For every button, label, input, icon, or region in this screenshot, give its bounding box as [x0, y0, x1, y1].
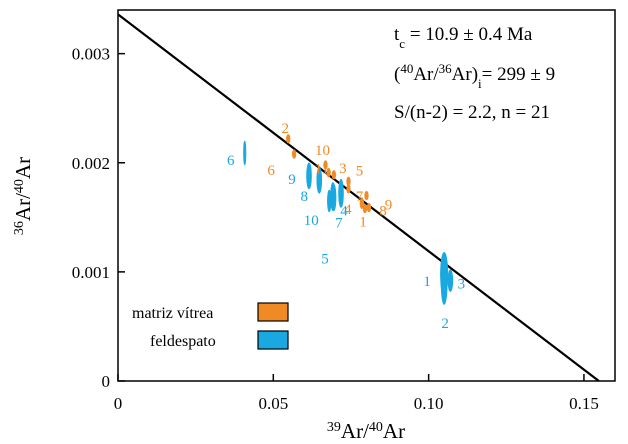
glass-point-label: 6: [267, 163, 275, 179]
glass-point-label: 10: [315, 143, 330, 159]
feldspar-error-ellipse: [331, 184, 337, 212]
isochron-line: [118, 13, 600, 381]
feldspar-point-label: 1: [423, 274, 431, 290]
legend-label-glass: matriz vítrea: [132, 305, 213, 322]
initial-ratio-annotation: (40Ar/36Ar)i= 299 ± 9: [394, 61, 555, 91]
y-tick-label: 0.002: [72, 154, 110, 173]
legend: matriz vítrea feldespato: [132, 302, 289, 350]
y-axis-label: 36Ar/40Ar: [11, 157, 35, 235]
feldspar-point-label: 9: [288, 172, 296, 188]
glass-error-ellipse: [326, 167, 331, 178]
glass-error-ellipse: [364, 190, 369, 201]
legend-label-feldspar: feldespato: [150, 333, 216, 350]
feldspar-error-ellipse: [316, 166, 323, 194]
glass-point-label: 11: [314, 162, 328, 178]
glass-error-ellipse: [346, 184, 351, 194]
glass-error-ellipse: [366, 202, 372, 213]
glass-error-ellipse: [323, 160, 328, 170]
feldspar-error-ellipse: [306, 162, 312, 190]
y-tick-label: 0: [102, 372, 111, 391]
fit-annotation: S/(n-2) = 2.2, n = 21: [394, 102, 550, 123]
feldspar-point-label: 8: [301, 189, 309, 205]
age-annotation: tc = 10.9 ± 0.4 Ma: [394, 24, 533, 51]
feldspar-error-ellipse: [447, 269, 454, 292]
glass-point-label: 7: [356, 189, 364, 205]
y-tick-label: 0.003: [72, 45, 110, 64]
feldspar-error-ellipse: [440, 260, 448, 305]
glass-point-label: 9: [385, 198, 393, 214]
feldspar-error-ellipse: [338, 178, 344, 208]
glass-point-label: 4: [344, 202, 352, 218]
glass-error-ellipse: [359, 197, 365, 209]
glass-error-ellipse: [291, 149, 297, 159]
feldspar-point-label: 4: [340, 203, 348, 219]
glass-point-label: 2: [281, 121, 289, 137]
x-axis: 0 0.05 0.10 0.15: [114, 374, 599, 413]
glass-point-label: 8: [379, 204, 387, 220]
feldspar-error-ellipse: [243, 140, 247, 166]
feldspar-point-label: 5: [321, 252, 329, 268]
y-axis: 0 0.001 0.002 0.003: [72, 45, 125, 391]
feldspar-error-ellipse: [327, 189, 332, 213]
x-tick-label: 0.05: [258, 394, 288, 413]
x-axis-label: 39Ar/40Ar: [327, 419, 405, 443]
glass-error-ellipse: [362, 203, 368, 214]
feldspar-point-label: 2: [441, 316, 449, 332]
feldspar-point-label: 7: [335, 216, 343, 232]
legend-swatch-glass: [257, 302, 289, 322]
glass-error-ellipse: [331, 170, 337, 180]
data-points: [243, 134, 454, 305]
x-tick-label: 0.15: [569, 394, 599, 413]
y-tick-label: 0.001: [72, 263, 110, 282]
feldspar-point-label: 3: [458, 277, 466, 293]
x-tick-label: 0.10: [414, 394, 444, 413]
glass-point-label: 5: [356, 163, 364, 179]
glass-error-ellipse: [286, 134, 291, 144]
plot-frame: [117, 9, 616, 382]
legend-swatch-feldspar: [257, 330, 289, 350]
glass-point-label: 3: [339, 161, 347, 177]
glass-point-label: 1: [359, 215, 367, 231]
x-tick-label: 0: [114, 394, 123, 413]
feldspar-point-label: 10: [304, 213, 319, 229]
feldspar-point-label: 6: [227, 153, 235, 169]
